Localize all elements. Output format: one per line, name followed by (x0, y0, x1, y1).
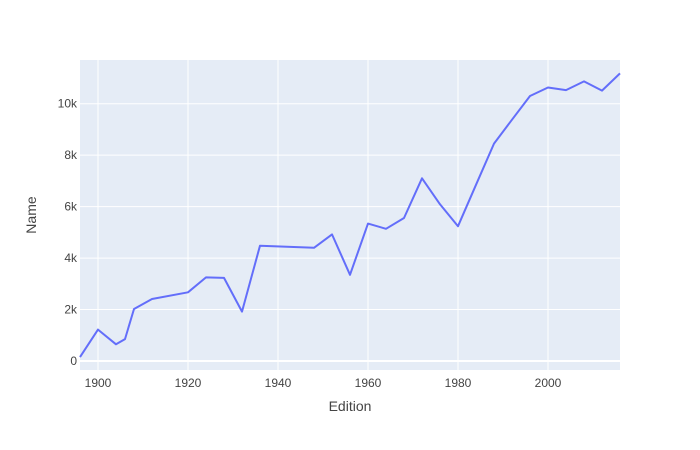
x-tick-label: 2000 (535, 376, 562, 390)
x-tick-labels: 1900 1920 1940 1960 1980 2000 (85, 376, 562, 390)
y-tick-label: 6k (64, 200, 78, 214)
y-tick-label: 0 (70, 354, 77, 368)
x-tick-label: 1980 (445, 376, 472, 390)
series-line (79, 72, 621, 358)
x-tick-label: 1960 (355, 376, 382, 390)
x-tick-label: 1940 (265, 376, 292, 390)
y-tick-label: 2k (64, 303, 78, 317)
y-axis-title: Name (23, 196, 39, 234)
y-tick-label: 4k (64, 251, 78, 265)
y-tick-label: 10k (58, 97, 78, 111)
y-tick-label: 8k (64, 148, 78, 162)
series-layer (79, 72, 621, 358)
x-axis-title: Edition (329, 398, 372, 414)
grid-lines (80, 60, 620, 370)
x-tick-label: 1900 (85, 376, 112, 390)
plot-background (80, 60, 620, 370)
y-tick-labels: 0 2k 4k 6k 8k 10k (58, 97, 78, 368)
x-tick-label: 1920 (175, 376, 202, 390)
